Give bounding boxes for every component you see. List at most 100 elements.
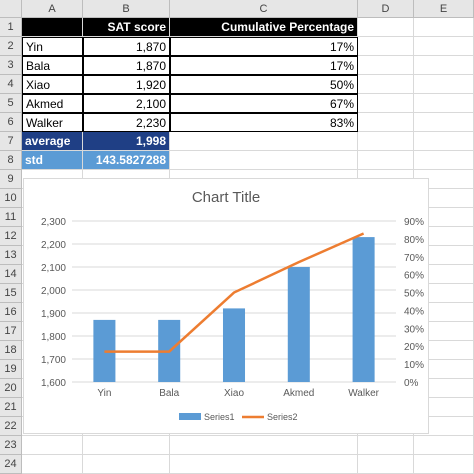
- column-header-e[interactable]: E: [414, 0, 474, 18]
- y2-tick-label: 30%: [404, 324, 424, 335]
- column-header-d[interactable]: D: [358, 0, 414, 18]
- cell[interactable]: [358, 436, 414, 455]
- cell[interactable]: [170, 455, 358, 474]
- row-header-24[interactable]: 24: [0, 455, 22, 474]
- column-header-b[interactable]: B: [83, 0, 170, 18]
- row-header-1[interactable]: 1: [0, 18, 22, 37]
- cell[interactable]: [170, 132, 358, 151]
- y2-tick-label: 80%: [404, 235, 424, 246]
- row-header-8[interactable]: 8: [0, 151, 22, 170]
- cell[interactable]: [414, 94, 474, 113]
- cell[interactable]: [358, 455, 414, 474]
- cell[interactable]: [414, 75, 474, 94]
- std-label[interactable]: std: [22, 151, 83, 170]
- cell[interactable]: [170, 151, 358, 170]
- cell[interactable]: [358, 56, 414, 75]
- cell[interactable]: [358, 94, 414, 113]
- cell-name[interactable]: Walker: [22, 113, 83, 132]
- cell-name[interactable]: Bala: [22, 56, 83, 75]
- cell[interactable]: [170, 436, 358, 455]
- row-header-10[interactable]: 10: [0, 189, 22, 208]
- row-header-21[interactable]: 21: [0, 398, 22, 417]
- cell-sat[interactable]: 2,230: [83, 113, 170, 132]
- row-header-16[interactable]: 16: [0, 303, 22, 322]
- chart-title[interactable]: Chart Title: [191, 189, 261, 206]
- cell[interactable]: [414, 455, 474, 474]
- cell[interactable]: [83, 455, 170, 474]
- cell[interactable]: [358, 113, 414, 132]
- cell[interactable]: [358, 37, 414, 56]
- cell[interactable]: [22, 455, 83, 474]
- cell-pct[interactable]: 83%: [170, 113, 358, 132]
- cell[interactable]: [414, 37, 474, 56]
- y2-tick-label: 20%: [404, 342, 424, 353]
- cell-pct[interactable]: 17%: [170, 56, 358, 75]
- line-series2: [104, 232, 365, 353]
- table-header-sat[interactable]: SAT score: [83, 18, 170, 37]
- row-header-15[interactable]: 15: [0, 284, 22, 303]
- row-header-5[interactable]: 5: [0, 94, 22, 113]
- row-header-7[interactable]: 7: [0, 132, 22, 151]
- cell-pct[interactable]: 50%: [170, 75, 358, 94]
- cell-sat[interactable]: 1,870: [83, 37, 170, 56]
- row-header-19[interactable]: 19: [0, 360, 22, 379]
- cell-name[interactable]: Xiao: [22, 75, 83, 94]
- cell[interactable]: [414, 132, 474, 151]
- cell-pct[interactable]: 17%: [170, 37, 358, 56]
- row-header-2[interactable]: 2: [0, 37, 22, 56]
- cell[interactable]: [358, 18, 414, 37]
- row-header-22[interactable]: 22: [0, 417, 22, 436]
- row-header-13[interactable]: 13: [0, 246, 22, 265]
- cell[interactable]: [414, 113, 474, 132]
- table-header-name[interactable]: [22, 18, 83, 37]
- std-value[interactable]: 143.5827288: [83, 151, 170, 170]
- y2-tick-label: 70%: [404, 253, 424, 264]
- row-header-14[interactable]: 14: [0, 265, 22, 284]
- y2-tick-label: 0%: [404, 378, 419, 389]
- column-header-c[interactable]: C: [170, 0, 358, 18]
- cell-sat[interactable]: 1,870: [83, 56, 170, 75]
- cell[interactable]: [414, 151, 474, 170]
- cell[interactable]: [358, 132, 414, 151]
- cell[interactable]: [83, 436, 170, 455]
- cell[interactable]: [414, 18, 474, 37]
- bar-series1: [222, 308, 246, 382]
- row-header-3[interactable]: 3: [0, 56, 22, 75]
- row-header-17[interactable]: 17: [0, 322, 22, 341]
- cell-sat[interactable]: 1,920: [83, 75, 170, 94]
- cell-name[interactable]: Akmed: [22, 94, 83, 113]
- average-label[interactable]: average: [22, 132, 83, 151]
- bar-series1: [287, 267, 310, 382]
- row-header-18[interactable]: 18: [0, 341, 22, 360]
- row-header-9[interactable]: 9: [0, 170, 22, 189]
- legend-label-series1: Series1: [204, 412, 235, 422]
- table-header-pct[interactable]: Cumulative Percentage: [170, 18, 358, 37]
- row-header-11[interactable]: 11: [0, 208, 22, 227]
- chart-plot: 1,600 1,700 1,800 1,900 2,000 2,100 2,200 2,300…: [41, 217, 424, 422]
- cell[interactable]: [358, 151, 414, 170]
- chart[interactable]: Chart Title 1,600 1,700 1,800 1,900 2,000 2,1…: [23, 178, 429, 434]
- cell[interactable]: [22, 436, 83, 455]
- cell[interactable]: [414, 56, 474, 75]
- average-value[interactable]: 1,998: [83, 132, 170, 151]
- y2-tick-label: 40%: [404, 306, 424, 317]
- cell[interactable]: [358, 75, 414, 94]
- y-tick-label: 1,900: [41, 309, 66, 320]
- row-header-20[interactable]: 20: [0, 379, 22, 398]
- cell-pct[interactable]: 67%: [170, 94, 358, 113]
- y-tick-label: 1,800: [41, 332, 66, 343]
- x-tick-label: Bala: [159, 388, 179, 399]
- row-header-23[interactable]: 23: [0, 436, 22, 455]
- row-header-4[interactable]: 4: [0, 75, 22, 94]
- y2-tick-label: 10%: [404, 360, 424, 371]
- cell[interactable]: [414, 436, 474, 455]
- bar-series1: [352, 237, 375, 382]
- cell-sat[interactable]: 2,100: [83, 94, 170, 113]
- select-all-corner[interactable]: [0, 0, 22, 18]
- row-header-6[interactable]: 6: [0, 113, 22, 132]
- cell-name[interactable]: Yin: [22, 37, 83, 56]
- row-header-12[interactable]: 12: [0, 227, 22, 246]
- y-tick-label: 1,700: [41, 355, 66, 366]
- column-header-a[interactable]: A: [22, 0, 83, 18]
